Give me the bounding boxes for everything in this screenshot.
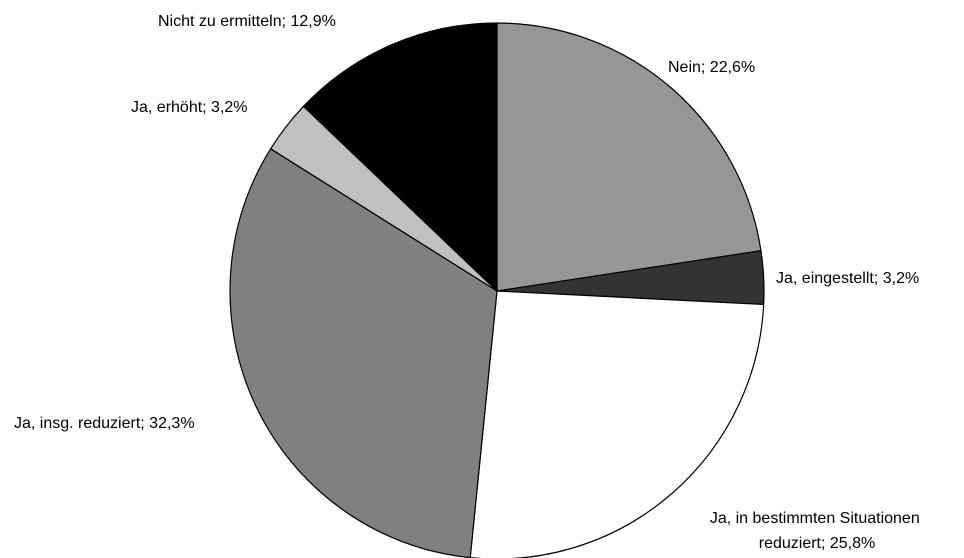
label-ja-in-bestimmten-situationen: Ja, in bestimmten Situationen reduziert;…	[710, 510, 924, 552]
pie-slices	[229, 22, 765, 558]
label-ja-in-bestimmten-situationen-line1: Ja, in bestimmten Situationen	[710, 510, 920, 527]
label-ja-eingestellt: Ja, eingestellt; 3,2%	[776, 270, 919, 287]
label-ja-erhoeht: Ja, erhöht; 3,2%	[131, 99, 248, 116]
label-nicht-zu-ermitteln: Nicht zu ermitteln; 12,9%	[158, 13, 336, 30]
slice-ja-insg-reduziert	[229, 148, 498, 558]
pie-labels: Nein; 22,6% Ja, eingestellt; 3,2% Ja, in…	[14, 13, 924, 552]
label-ja-in-bestimmten-situationen-line2: reduziert; 25,8%	[759, 535, 876, 552]
label-ja-insg-reduziert: Ja, insg. reduziert; 32,3%	[14, 415, 195, 432]
slice-nein	[496, 22, 762, 292]
label-nein: Nein; 22,6%	[668, 59, 755, 76]
slice-nicht-zu-ermitteln	[302, 22, 498, 292]
